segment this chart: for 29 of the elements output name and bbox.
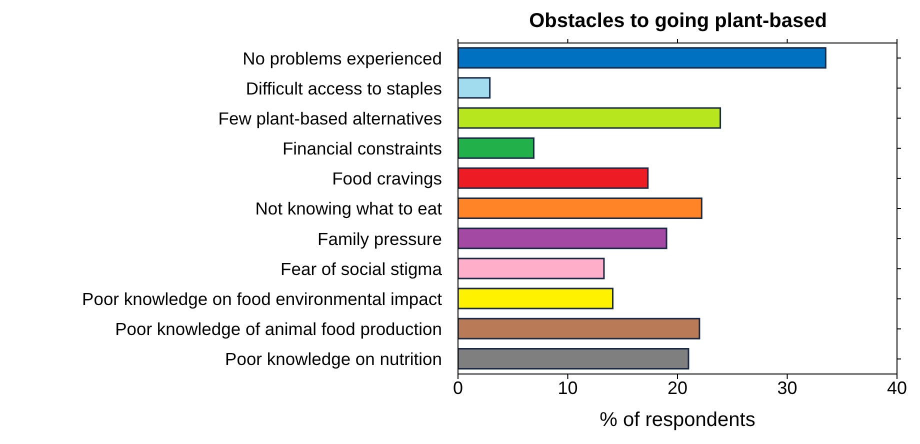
chart-title: Obstacles to going plant-based (528, 10, 828, 33)
bar (458, 348, 690, 370)
bar (458, 47, 826, 69)
bar (458, 198, 702, 220)
x-tick-label: 40 (886, 378, 908, 398)
y-tick-label: Food cravings (332, 168, 442, 189)
x-tick-label: 0 (452, 378, 464, 398)
y-tick-label: Poor knowledge of animal food production (115, 319, 442, 340)
y-tick-label: Difficult access to staples (246, 78, 442, 98)
x-tick-label: 30 (777, 378, 798, 398)
x-axis-title: % of respondents (600, 409, 756, 431)
bar (458, 77, 491, 99)
bar (458, 258, 605, 280)
y-tick-label: Family pressure (318, 228, 442, 249)
bar (458, 288, 614, 310)
bar (458, 228, 668, 250)
y-tick-label: Not knowing what to eat (255, 198, 442, 219)
bar (458, 137, 534, 159)
x-tick-label: 20 (667, 378, 688, 398)
y-tick-label: Poor knowledge on nutrition (225, 349, 442, 370)
y-tick-label: Poor knowledge on food environmental impact (82, 288, 442, 309)
bar (458, 318, 700, 340)
x-tick-label: 10 (558, 378, 578, 398)
y-tick-label: Few plant-based alternatives (218, 108, 442, 128)
y-tick-label: Financial constraints (282, 138, 442, 159)
y-tick-label: No problems experienced (242, 48, 442, 68)
bar (458, 107, 722, 129)
bar (458, 167, 649, 189)
y-tick-label: Fear of social stigma (280, 258, 442, 279)
